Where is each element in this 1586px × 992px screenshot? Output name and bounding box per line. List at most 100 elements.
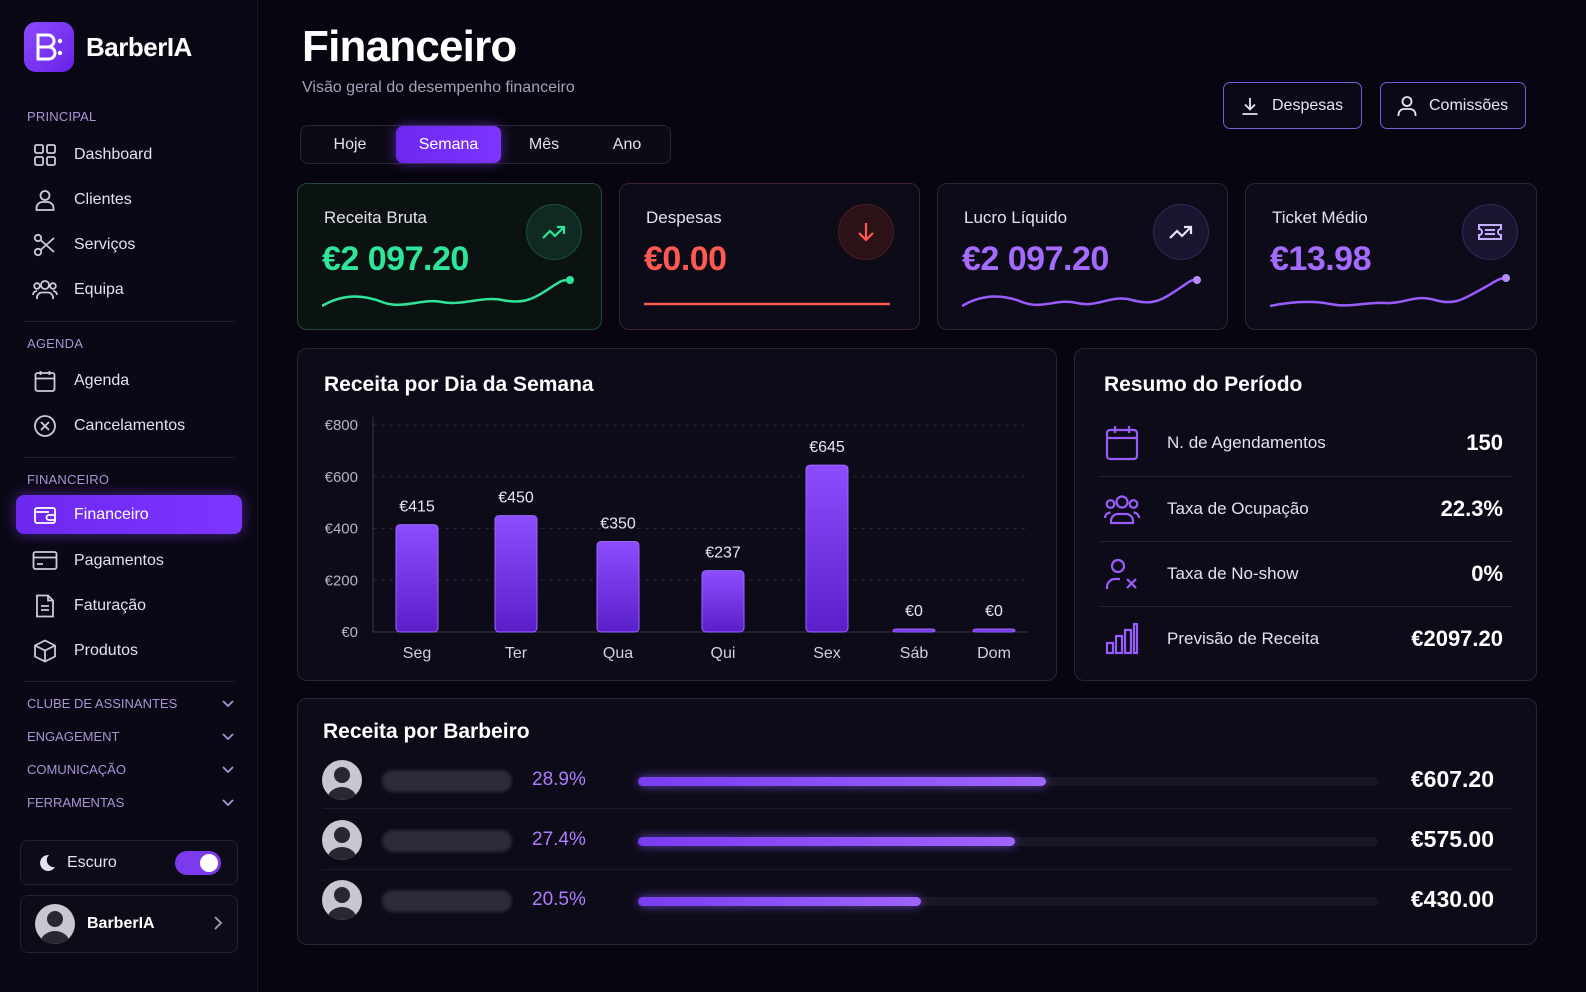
user-name: BarberIA xyxy=(87,915,155,932)
sidebar-item-produtos[interactable]: Produtos xyxy=(16,631,242,670)
summary-label: Taxa de No-show xyxy=(1167,564,1299,583)
barber-avatar xyxy=(322,880,362,920)
summary-row-appointments: N. de Agendamentos 150 xyxy=(1099,411,1513,475)
bar xyxy=(596,540,640,633)
expenses-button-label: Despesas xyxy=(1272,96,1344,114)
chevron-down-icon xyxy=(222,699,234,707)
x-tick-label: Dom xyxy=(977,645,1011,662)
bar-value-label: €237 xyxy=(705,545,741,562)
sidebar-item-label: Serviços xyxy=(74,235,136,253)
commissions-button-label: Comissões xyxy=(1429,96,1509,114)
theme-label: Escuro xyxy=(67,853,117,871)
summary-value: €2097.20 xyxy=(1411,626,1503,651)
sidebar-item-clientes[interactable]: Clientes xyxy=(16,180,242,219)
sparkline xyxy=(962,276,1201,308)
kpi-value: €2 097.20 xyxy=(962,240,1109,278)
sparkline xyxy=(1270,274,1510,308)
bar-value-label: €350 xyxy=(600,515,636,532)
kpi-label: Receita Bruta xyxy=(324,208,427,227)
sidebar-item-label: Faturação xyxy=(74,596,147,614)
bar-chart-icon xyxy=(1099,619,1145,659)
brand-logo-icon xyxy=(24,22,74,72)
collapse-comunicacao[interactable]: COMUNICAÇÃO xyxy=(27,762,235,777)
kpi-label: Ticket Médio xyxy=(1272,208,1368,227)
barber-progress-fill xyxy=(638,897,921,906)
row-divider xyxy=(322,808,1512,809)
calendar-icon xyxy=(32,368,58,394)
sidebar-item-label: Dashboard xyxy=(74,145,153,163)
barber-avatar xyxy=(322,820,362,860)
sidebar-divider xyxy=(24,681,234,682)
calendar-icon xyxy=(1099,423,1145,463)
summary-divider xyxy=(1099,476,1513,477)
commissions-button[interactable]: Comissões xyxy=(1380,82,1526,129)
sidebar-item-faturacao[interactable]: Faturação xyxy=(16,586,242,625)
barber-progress-track xyxy=(638,897,1378,906)
barber-progress-track xyxy=(638,837,1378,846)
sidebar-item-financeiro[interactable]: Financeiro xyxy=(16,495,242,534)
chevron-down-icon xyxy=(222,765,234,773)
dark-mode-toggle[interactable] xyxy=(175,851,221,875)
summary-row-forecast: Previsão de Receita €2097.20 xyxy=(1099,607,1513,671)
collapse-label: COMUNICAÇÃO xyxy=(27,762,126,777)
sidebar-item-servicos[interactable]: Serviços xyxy=(16,225,242,264)
brand-name: BarberIA xyxy=(86,31,192,62)
grid-icon xyxy=(32,142,58,168)
summary-title: Resumo do Período xyxy=(1104,373,1303,396)
x-tick-label: Sex xyxy=(813,645,841,662)
expenses-button[interactable]: Despesas xyxy=(1223,82,1362,129)
bar xyxy=(805,464,849,633)
user-profile[interactable]: BarberIA xyxy=(20,895,238,953)
period-summary: Resumo do Período N. de Agendamentos 150… xyxy=(1074,348,1537,681)
summary-row-occupancy: Taxa de Ocupação 22.3% xyxy=(1099,477,1513,541)
kpi-value: €2 097.20 xyxy=(322,240,469,278)
box-icon xyxy=(32,638,58,664)
collapse-engagement[interactable]: ENGAGEMENT xyxy=(27,729,235,744)
summary-divider xyxy=(1099,606,1513,607)
revenue-by-day-chart: Receita por Dia da Semana €0 €200 €400 €600… xyxy=(297,348,1057,681)
barber-name-redacted xyxy=(382,890,512,912)
page-subtitle: Visão geral do desempenho financeiro xyxy=(302,79,575,96)
kpi-card-average-ticket: Ticket Médio €13.98 xyxy=(1245,183,1537,330)
kpi-label: Despesas xyxy=(646,208,722,227)
bar xyxy=(892,628,936,633)
sidebar-item-pagamentos[interactable]: Pagamentos xyxy=(16,541,242,580)
period-week[interactable]: Semana xyxy=(396,126,501,163)
collapse-clube-assinantes[interactable]: CLUBE DE ASSINANTES xyxy=(27,696,235,711)
summary-value: 150 xyxy=(1466,430,1503,455)
sidebar-item-equipa[interactable]: Equipa xyxy=(16,270,242,309)
trend-up-icon xyxy=(1153,204,1209,260)
period-month[interactable]: Mês xyxy=(528,135,560,153)
bar xyxy=(395,524,439,633)
theme-switcher: Escuro xyxy=(20,840,238,885)
barber-share-pct: 20.5% xyxy=(532,889,586,910)
ticket-icon xyxy=(1462,204,1518,260)
barber-amount: €575.00 xyxy=(1410,826,1494,852)
barber-amount: €430.00 xyxy=(1410,886,1494,912)
sidebar-item-cancelamentos[interactable]: Cancelamentos xyxy=(16,406,242,445)
y-tick-label: €400 xyxy=(325,521,358,538)
barber-row: 28.9% €607.20 xyxy=(322,750,1512,810)
avatar xyxy=(35,904,75,944)
summary-value: 0% xyxy=(1471,561,1503,586)
chevron-right-icon xyxy=(214,916,223,930)
user-x-icon xyxy=(1099,554,1145,594)
x-tick-label: Qua xyxy=(603,645,633,662)
sidebar-item-label: Cancelamentos xyxy=(74,416,186,434)
chevron-down-icon xyxy=(222,732,234,740)
kpi-label: Lucro Líquido xyxy=(964,208,1068,227)
bar-value-label: €0 xyxy=(905,603,923,620)
period-year[interactable]: Ano xyxy=(612,135,642,153)
sidebar-item-dashboard[interactable]: Dashboard xyxy=(16,135,242,174)
y-tick-label: €0 xyxy=(341,624,358,641)
sidebar-item-agenda[interactable]: Agenda xyxy=(16,361,242,400)
collapse-label: ENGAGEMENT xyxy=(27,729,120,744)
collapse-ferramentas[interactable]: FERRAMENTAS xyxy=(27,795,235,810)
brand[interactable]: BarberIA xyxy=(24,22,192,72)
trend-up-icon xyxy=(526,204,582,260)
invoice-icon xyxy=(32,593,58,619)
period-today[interactable]: Hoje xyxy=(333,135,367,153)
bar-value-label: €0 xyxy=(985,603,1003,620)
bar-chart: €0 €200 €400 €600 €800 €415 Seg €450 Ter €350 Qua €… xyxy=(325,417,1028,662)
sidebar-item-label: Clientes xyxy=(74,190,132,208)
